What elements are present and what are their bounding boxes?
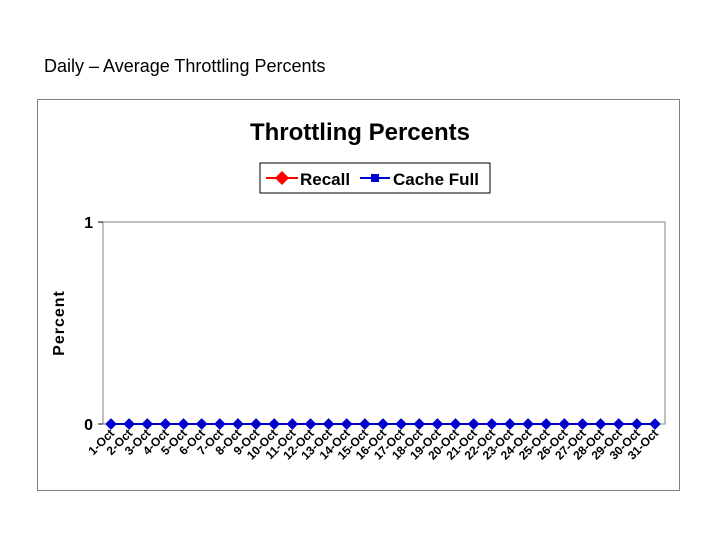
cache-full-point xyxy=(359,418,371,430)
cache-full-point xyxy=(141,418,153,430)
legend-item-recall: Recall xyxy=(266,170,350,189)
cache-full-point xyxy=(467,418,480,430)
cache-full-point xyxy=(195,418,208,430)
cache-full-point xyxy=(649,418,661,430)
series-layer xyxy=(105,418,661,430)
cache-full-point xyxy=(250,418,262,430)
y-tick-label: 1 xyxy=(84,215,93,232)
cache-full-point xyxy=(232,418,244,430)
cache-full-point xyxy=(594,418,607,430)
cache-full-point xyxy=(486,418,498,430)
cache-full-point xyxy=(268,418,280,430)
x-axis: 1-Oct2-Oct3-Oct4-Oct5-Oct6-Oct7-Oct8-Oct… xyxy=(86,426,662,462)
cache-full-point xyxy=(449,418,462,430)
cache-full-point xyxy=(177,418,190,430)
chart-legend: Recall Cache Full xyxy=(259,162,491,194)
cache-full-point xyxy=(413,418,425,430)
cache-full-point xyxy=(377,418,389,430)
cache-full-point xyxy=(105,418,117,430)
chart-frame: Throttling Percents Recall Cache Full Pe… xyxy=(37,99,680,491)
y-axis-title: Percent xyxy=(51,290,68,356)
throttling-chart: Throttling Percents Recall Cache Full Pe… xyxy=(51,119,666,463)
cache-full-point xyxy=(576,418,589,430)
cache-full-point xyxy=(159,418,172,430)
cache-full-point xyxy=(431,418,444,430)
cache-full-point xyxy=(214,418,226,430)
y-tick-label: 0 xyxy=(84,417,93,434)
cache-full-point xyxy=(322,418,335,430)
y-axis: 01 xyxy=(84,215,103,434)
legend-recall-label: Recall xyxy=(300,170,350,189)
slide-title: Daily – Average Throttling Percents xyxy=(44,56,326,76)
cache-full-point xyxy=(286,418,299,430)
cache-full-point xyxy=(123,418,135,430)
plot-area xyxy=(102,221,666,425)
cache-full-point xyxy=(341,418,353,430)
cache-full-point xyxy=(522,418,534,430)
cache-full-point xyxy=(540,418,552,430)
cache-full-point xyxy=(631,418,643,430)
cache-full-point xyxy=(395,418,407,430)
cache-full-point xyxy=(558,418,571,430)
cache-full-point xyxy=(504,418,516,430)
legend-item-cache-full: Cache Full xyxy=(360,170,479,189)
chart-title: Throttling Percents xyxy=(250,119,470,146)
legend-cache-full-label: Cache Full xyxy=(393,170,479,189)
cache-full-point xyxy=(613,418,625,430)
cache-full-point xyxy=(304,418,317,430)
legend-cache-full-marker xyxy=(371,174,379,182)
legend-recall-marker xyxy=(275,171,289,185)
